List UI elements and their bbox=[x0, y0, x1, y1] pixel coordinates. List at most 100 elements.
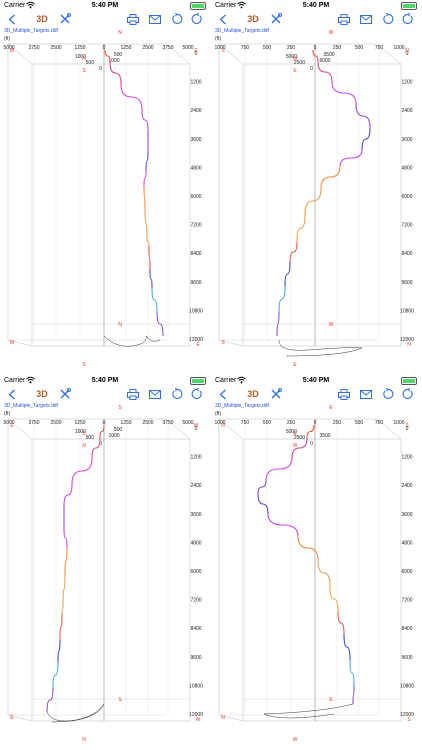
x-tick-label: 1250 bbox=[120, 45, 131, 51]
projection-curve bbox=[278, 339, 363, 357]
view-3d-button[interactable]: 3D bbox=[247, 389, 259, 399]
email-button[interactable] bbox=[148, 387, 162, 401]
well-3d-plot[interactable]: 5000 3750 2500 1250 0 1250 2500 3750 50001000500… bbox=[0, 375, 210, 749]
plot-layer: 5000 3750 2500 1250 0 1250 2500 3750 50001000500… bbox=[3, 405, 203, 743]
frame-layer: 1000 750 500 250 0 250 500 750 10003500500025000… bbox=[214, 405, 414, 743]
settings-button[interactable] bbox=[269, 12, 283, 26]
print-button[interactable] bbox=[126, 387, 140, 401]
well-path-segment bbox=[284, 261, 291, 287]
x-tick-label: 1000 bbox=[393, 45, 404, 51]
well-path-segment bbox=[296, 213, 306, 243]
rotate-cw-icon bbox=[402, 13, 413, 25]
well-path-segment bbox=[320, 165, 341, 189]
settings-button[interactable] bbox=[269, 387, 283, 401]
well-path-segment bbox=[64, 547, 68, 575]
compass-mid-s: E bbox=[293, 68, 297, 74]
depth-tick-label: 8400 bbox=[190, 251, 201, 257]
compass-bot-right: E bbox=[196, 342, 200, 348]
well-3d-plot[interactable]: 1000 750 500 250 0 250 500 750 10006000350050002… bbox=[211, 0, 421, 374]
well-path-segment bbox=[339, 149, 363, 167]
x-tick-label: 2500 bbox=[50, 45, 61, 51]
rotate-left-button[interactable] bbox=[170, 12, 184, 26]
email-button[interactable] bbox=[359, 387, 373, 401]
well-path-segment bbox=[289, 241, 298, 263]
well-path-segment bbox=[145, 151, 149, 171]
chevron-left-icon bbox=[219, 389, 226, 399]
depth-tick-label: 0 bbox=[195, 426, 198, 432]
back-button[interactable] bbox=[217, 12, 229, 26]
compass-top-mid: N bbox=[118, 30, 122, 36]
x-tick-label: 3750 bbox=[28, 420, 39, 426]
depth-tick-label: 7200 bbox=[190, 223, 201, 229]
depth-tick-label: 1200 bbox=[401, 455, 412, 461]
well-path-segment bbox=[120, 83, 143, 111]
rotate-right-button[interactable] bbox=[190, 12, 204, 26]
view-3d-button[interactable]: 3D bbox=[247, 14, 259, 24]
x-tick-label: 1000 bbox=[214, 45, 225, 51]
projection-curve bbox=[46, 703, 105, 723]
well-path-segment bbox=[149, 269, 153, 289]
depth-tick-label: 7200 bbox=[190, 598, 201, 604]
box-edges bbox=[7, 418, 190, 721]
z-tick-label: 2500 bbox=[294, 60, 305, 66]
rotate-left-button[interactable] bbox=[381, 387, 395, 401]
back-button[interactable] bbox=[6, 12, 18, 26]
mail-icon bbox=[149, 389, 161, 399]
carrier-label: Carrier bbox=[215, 2, 237, 9]
well-path-segment bbox=[329, 585, 339, 613]
well-path-segment bbox=[156, 311, 164, 337]
back-button[interactable] bbox=[6, 387, 18, 401]
well-path-segment bbox=[265, 457, 293, 481]
print-button[interactable] bbox=[126, 12, 140, 26]
rotate-right-button[interactable] bbox=[190, 387, 204, 401]
compass-bot-left: E bbox=[10, 715, 14, 721]
toolbar: 3D bbox=[211, 12, 421, 26]
rotate-right-button[interactable] bbox=[401, 387, 415, 401]
print-button[interactable] bbox=[337, 12, 351, 26]
print-button[interactable] bbox=[337, 387, 351, 401]
depth-tick-label: 1200 bbox=[190, 80, 201, 86]
compass-bot-s: W bbox=[293, 737, 298, 743]
view-3d-button[interactable]: 3D bbox=[36, 14, 48, 24]
depth-tick-label: 7200 bbox=[401, 598, 412, 604]
mail-icon bbox=[360, 389, 372, 399]
back-button[interactable] bbox=[217, 387, 229, 401]
x-tick-label: 0 bbox=[103, 45, 106, 51]
x-tick-label: 750 bbox=[241, 420, 250, 426]
depth-tick-label: 6000 bbox=[190, 194, 201, 200]
email-button[interactable] bbox=[148, 12, 162, 26]
well-path-segment bbox=[104, 49, 111, 63]
y-tick-label: 1000 bbox=[108, 433, 119, 439]
x-tick-label: 1250 bbox=[74, 45, 85, 51]
compass-top-right: S bbox=[405, 423, 409, 429]
status-bar: Carrier 5:40 PM bbox=[0, 375, 210, 387]
toolbar: 3D bbox=[0, 387, 210, 401]
settings-button[interactable] bbox=[58, 12, 72, 26]
well-view-panel: Carrier 5:40 PM 3D bbox=[0, 0, 210, 374]
compass-bot-mid: E bbox=[329, 697, 333, 703]
wifi-icon bbox=[26, 376, 35, 384]
view-3d-button[interactable]: 3D bbox=[36, 389, 48, 399]
depth-tick-label: 8400 bbox=[401, 626, 412, 632]
well-3d-plot[interactable]: 5000 3750 2500 1250 0 1250 2500 3750 50001000500… bbox=[0, 0, 210, 374]
depth-tick-label: 6000 bbox=[401, 569, 412, 575]
x-tick-label: 250 bbox=[287, 420, 296, 426]
well-view-panel: Carrier 5:40 PM 3D bbox=[0, 375, 210, 749]
compass-bot-s: E bbox=[293, 362, 297, 368]
wifi-icon bbox=[237, 1, 246, 9]
email-button[interactable] bbox=[359, 12, 373, 26]
bounding-box bbox=[218, 43, 402, 347]
bounding-box bbox=[218, 418, 402, 722]
compass-bot-left: W bbox=[10, 340, 15, 346]
rotate-left-button[interactable] bbox=[381, 12, 395, 26]
well-3d-plot[interactable]: 1000 750 500 250 0 250 500 750 10003500500025000… bbox=[211, 375, 421, 749]
x-tick-label: 0 bbox=[314, 420, 317, 426]
mail-icon bbox=[360, 14, 372, 24]
depth-tick-label: 12000 bbox=[189, 712, 203, 718]
x-tick-label: 500 bbox=[355, 45, 364, 51]
rotate-right-button[interactable] bbox=[401, 12, 415, 26]
rotate-left-button[interactable] bbox=[170, 387, 184, 401]
rotate-ccw-icon bbox=[383, 388, 394, 400]
depth-tick-label: 2400 bbox=[190, 108, 201, 114]
settings-button[interactable] bbox=[58, 387, 72, 401]
